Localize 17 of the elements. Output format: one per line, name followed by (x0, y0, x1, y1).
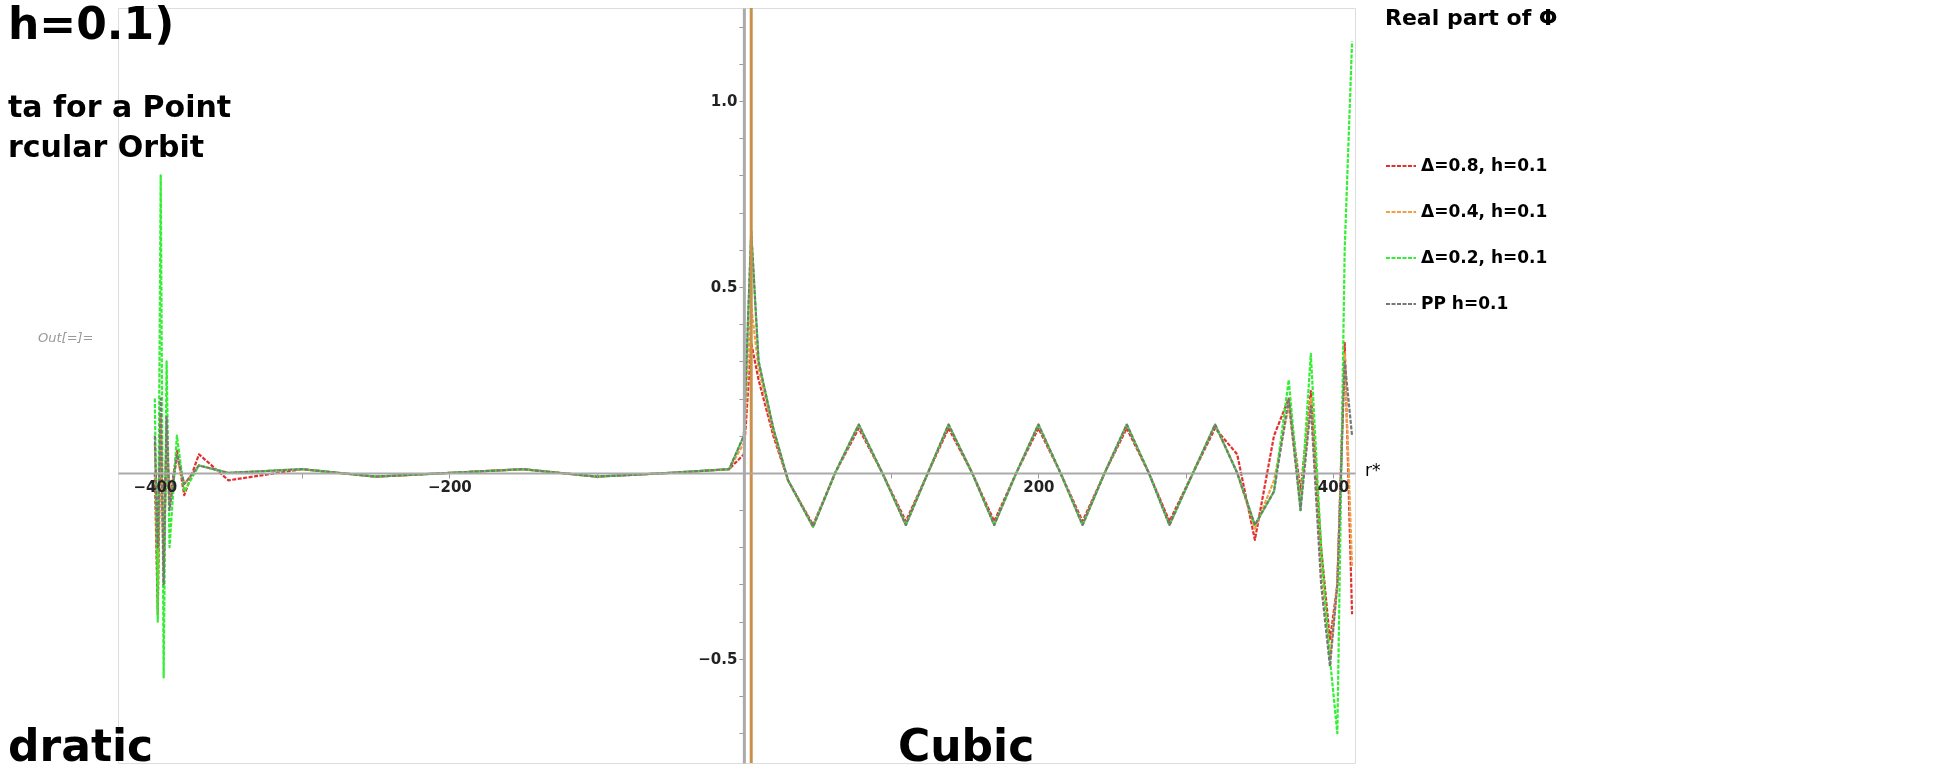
annotation: ta for a Point (8, 89, 232, 124)
legend-label: Δ=0.4, h=0.1 (1421, 201, 1548, 221)
legend-title: Real part of Φ (1385, 5, 1558, 30)
text: Out[=]= (38, 330, 94, 345)
annotation: rcular Orbit (8, 129, 205, 164)
legend-label: Δ=0.8, h=0.1 (1421, 155, 1548, 175)
annotation: Cubic (898, 720, 1035, 770)
x-axis-title: r* (1365, 460, 1381, 481)
y-tick-label: 1.0 (710, 92, 738, 111)
annotation: h=0.1) (8, 0, 175, 49)
annotation: dratic (8, 720, 154, 770)
x-tick-label: 200 (1023, 478, 1055, 497)
x-tick-label: −200 (427, 478, 472, 497)
y-tick-label: −0.5 (698, 650, 738, 669)
y-tick-label: 0.5 (710, 278, 738, 297)
legend-label: Δ=0.2, h=0.1 (1421, 247, 1548, 267)
legend-label: PP h=0.1 (1421, 293, 1509, 313)
